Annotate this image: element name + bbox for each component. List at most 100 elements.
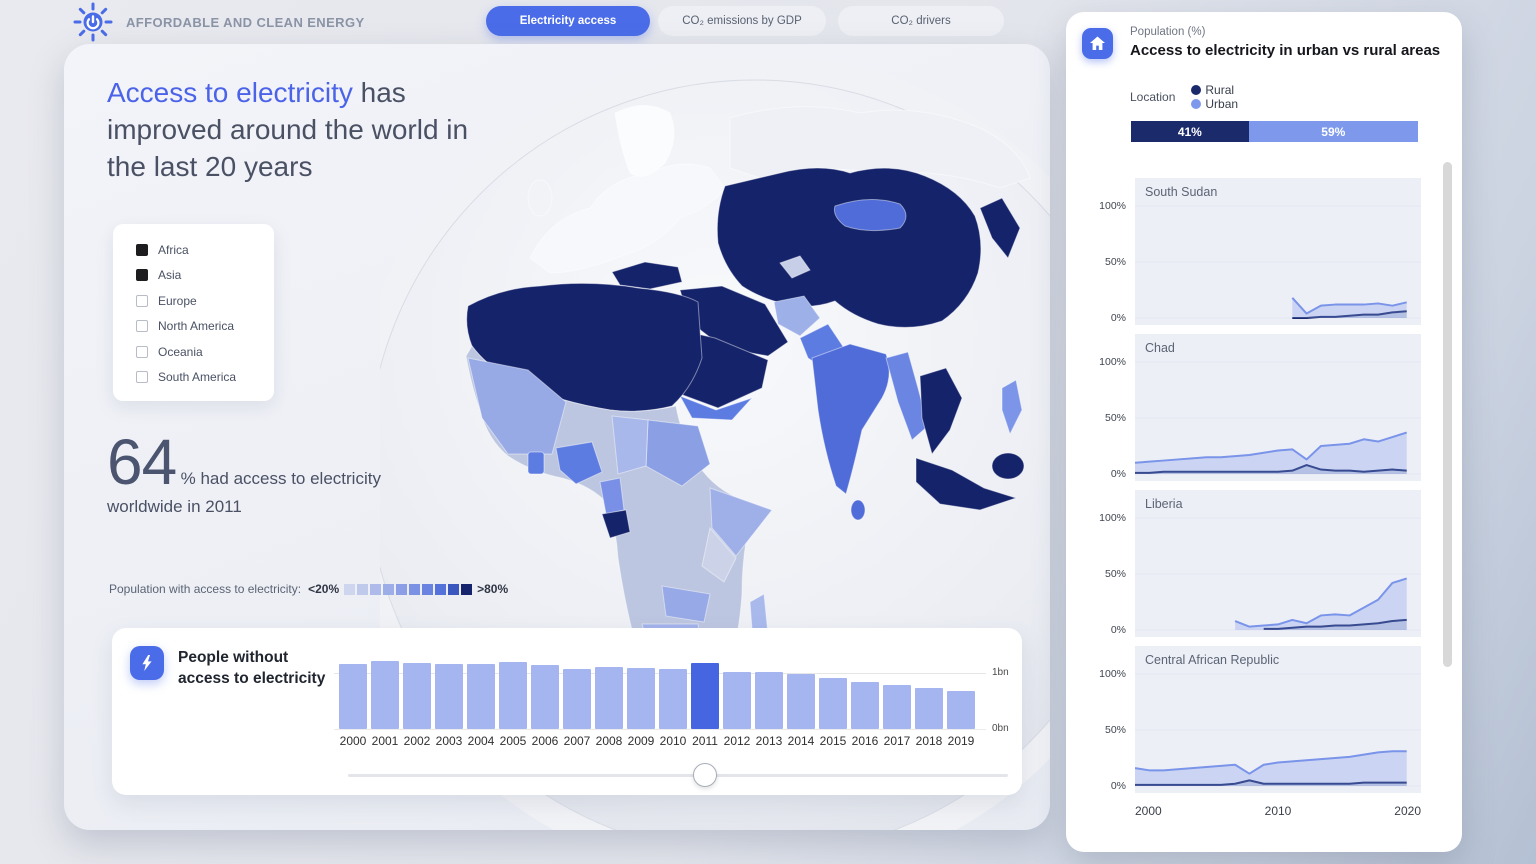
bar-2005[interactable] bbox=[497, 628, 529, 729]
color-scale-swatch bbox=[448, 583, 460, 595]
urban-rural-panel: Population (%) Access to electricity in … bbox=[1066, 12, 1462, 852]
bar-2012[interactable] bbox=[721, 628, 753, 729]
page-title: Access to electricity has improved aroun… bbox=[107, 77, 469, 182]
continent-checkbox-item[interactable]: Africa bbox=[136, 237, 274, 263]
panel-scrollbar[interactable] bbox=[1443, 162, 1452, 667]
year-slider-track[interactable] bbox=[348, 774, 1008, 777]
checkbox-icon[interactable] bbox=[136, 294, 148, 307]
year-label: 2004 bbox=[467, 734, 495, 748]
home-icon[interactable] bbox=[1082, 28, 1113, 59]
tab-co2-drivers[interactable]: CO₂ drivers bbox=[838, 6, 1004, 36]
legend-item-urban[interactable]: Urban bbox=[1191, 97, 1238, 111]
bar-2007[interactable] bbox=[561, 628, 593, 729]
bar-2001[interactable] bbox=[369, 628, 401, 729]
year-label: 2018 bbox=[915, 734, 943, 748]
bar-2002[interactable] bbox=[401, 628, 433, 729]
year-label: 2016 bbox=[851, 734, 879, 748]
year-label: 2011 bbox=[692, 734, 718, 748]
y-axis-label-0bn: 0bn bbox=[992, 723, 1009, 734]
stat-electricity-access: 64 % had access to electricity worldwide… bbox=[107, 430, 407, 517]
chart-title: Central African Republic bbox=[1145, 653, 1280, 667]
continent-checkbox-item[interactable]: North America bbox=[136, 314, 274, 340]
continent-label: Europe bbox=[158, 293, 197, 308]
color-scale-min: <20% bbox=[308, 582, 340, 596]
y-tick-label: 0% bbox=[1110, 468, 1126, 480]
stacked-segment-urban[interactable]: 59% bbox=[1248, 121, 1418, 142]
color-scale-swatch bbox=[344, 583, 356, 595]
bar-2003[interactable] bbox=[433, 628, 465, 729]
bar-2018[interactable] bbox=[913, 628, 945, 729]
year-label: 2000 bbox=[339, 734, 367, 748]
y-tick-label: 100% bbox=[1099, 668, 1126, 680]
bar-2008[interactable] bbox=[593, 628, 625, 729]
bar-2004[interactable] bbox=[465, 628, 497, 729]
continent-filter: Africa Asia Europe North America Oceania Sout… bbox=[113, 224, 274, 401]
color-scale-legend: Population with access to electricity: <… bbox=[109, 582, 508, 596]
bar-2010[interactable] bbox=[657, 628, 689, 729]
year-label: 2015 bbox=[819, 734, 847, 748]
x-tick-label: 2000 bbox=[1135, 804, 1162, 818]
color-scale-swatch bbox=[370, 583, 382, 595]
stacked-segment-rural[interactable]: 41% bbox=[1131, 121, 1249, 142]
checkbox-icon[interactable] bbox=[136, 320, 148, 333]
continent-checkbox-item[interactable]: Europe bbox=[136, 288, 274, 314]
year-label: 2008 bbox=[595, 734, 623, 748]
year-label: 2013 bbox=[755, 734, 783, 748]
people-without-access-card: People without access to electricity 200… bbox=[112, 628, 1022, 795]
chart-central-african-republic[interactable]: Central African Republic bbox=[1134, 646, 1421, 793]
color-scale-swatch bbox=[461, 583, 473, 595]
rural-dot-icon bbox=[1191, 85, 1202, 95]
bar-2000[interactable] bbox=[337, 628, 369, 729]
y-tick-label: 100% bbox=[1099, 512, 1126, 524]
bar-2019[interactable] bbox=[945, 628, 977, 729]
stat-value: 64 bbox=[107, 426, 177, 498]
year-slider-handle[interactable] bbox=[693, 763, 717, 787]
bar-2011[interactable] bbox=[689, 628, 721, 729]
legend-item-rural[interactable]: Rural bbox=[1191, 83, 1238, 97]
color-scale-swatch bbox=[422, 583, 434, 595]
y-axis-label-1bn: 1bn bbox=[992, 667, 1009, 678]
y-tick-label: 50% bbox=[1104, 568, 1126, 580]
bar-2017[interactable] bbox=[881, 628, 913, 729]
tab-co2-emissions-by-gdp[interactable]: CO₂ emissions by GDP bbox=[658, 6, 826, 36]
color-scale-swatch bbox=[409, 583, 421, 595]
chart-chad[interactable]: Chad bbox=[1134, 334, 1421, 481]
bar-2013[interactable] bbox=[753, 628, 785, 729]
continent-checkbox-item[interactable]: Asia bbox=[136, 263, 274, 289]
color-scale-swatch bbox=[383, 583, 395, 595]
bar-2016[interactable] bbox=[849, 628, 881, 729]
checkbox-icon[interactable] bbox=[136, 345, 148, 358]
chart-title: Chad bbox=[1145, 341, 1175, 355]
year-label: 2001 bbox=[371, 734, 399, 748]
rural-urban-stacked-bar: 41% 59% bbox=[1131, 121, 1418, 142]
color-scale-max: >80% bbox=[477, 582, 509, 596]
year-label: 2012 bbox=[723, 734, 751, 748]
bar-2014[interactable] bbox=[785, 628, 817, 729]
chart-title: Liberia bbox=[1145, 497, 1183, 511]
continent-checkbox-item[interactable]: South America bbox=[136, 365, 274, 391]
bar-2006[interactable] bbox=[529, 628, 561, 729]
urban-dot-icon bbox=[1191, 99, 1202, 109]
continent-label: South America bbox=[158, 370, 237, 385]
chart-title: South Sudan bbox=[1145, 185, 1218, 199]
tab-electricity-access[interactable]: Electricity access bbox=[486, 6, 650, 36]
bar-2009[interactable] bbox=[625, 628, 657, 729]
year-label: 2003 bbox=[435, 734, 463, 748]
checkbox-icon[interactable] bbox=[136, 243, 148, 256]
y-tick-label: 0% bbox=[1110, 624, 1126, 636]
year-label: 2019 bbox=[947, 734, 975, 748]
continent-checkbox-item[interactable]: Oceania bbox=[136, 339, 274, 365]
panel-title: Access to electricity in urban vs rural … bbox=[1130, 42, 1441, 59]
chart-south-sudan[interactable]: South Sudan bbox=[1135, 178, 1421, 325]
checkbox-icon[interactable] bbox=[136, 371, 148, 384]
checkbox-icon[interactable] bbox=[136, 269, 148, 282]
continent-label: North America bbox=[158, 319, 235, 334]
bar-2015[interactable] bbox=[817, 628, 849, 729]
chart-liberia[interactable]: Liberia bbox=[1135, 490, 1421, 637]
year-label: 2002 bbox=[403, 734, 431, 748]
continent-label: Africa bbox=[158, 242, 189, 257]
year-label: 2017 bbox=[883, 734, 911, 748]
continent-label: Oceania bbox=[158, 344, 203, 359]
y-tick-label: 50% bbox=[1104, 412, 1126, 424]
